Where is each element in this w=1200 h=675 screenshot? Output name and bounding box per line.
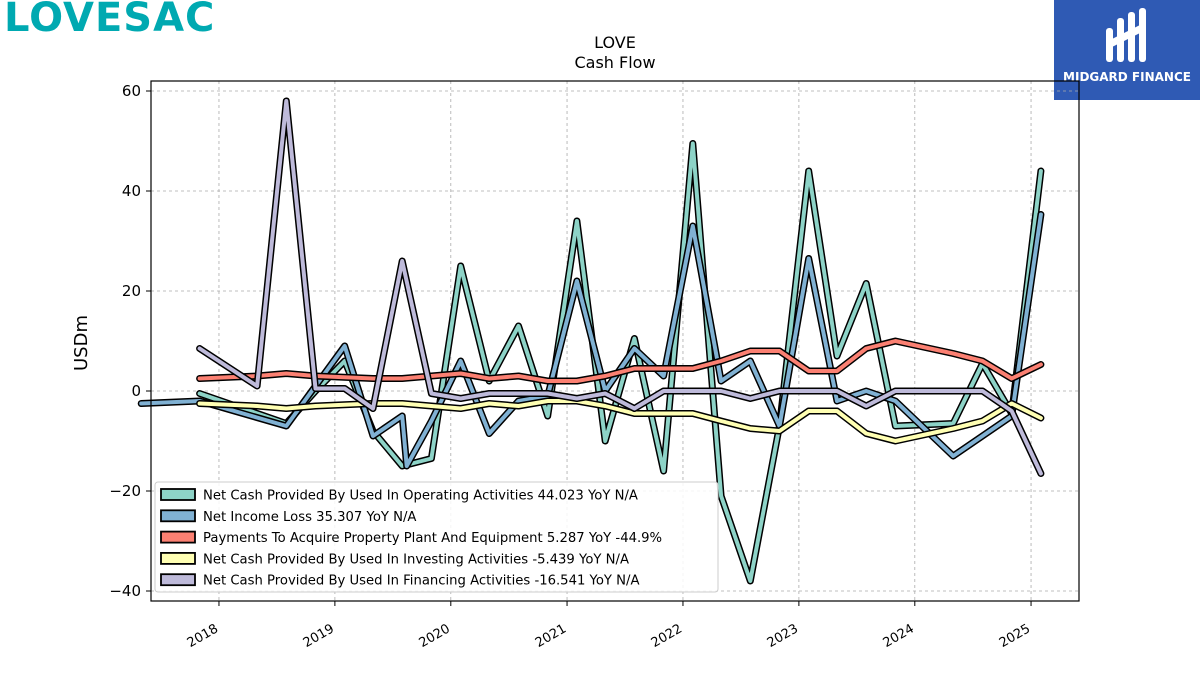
y-axis-label: USDm xyxy=(71,315,92,371)
x-tick-label: 2021 xyxy=(533,621,569,651)
y-tick-label: 20 xyxy=(122,282,141,300)
x-tick-label: 2019 xyxy=(301,621,337,651)
legend: Net Cash Provided By Used In Operating A… xyxy=(154,481,719,593)
y-tick-label: 60 xyxy=(122,82,141,100)
series-line-net-cash-provided-by-used-in-financing-activities xyxy=(197,99,1043,476)
series-lines xyxy=(137,97,1045,585)
chart-title: LOVE xyxy=(594,33,636,52)
x-tick-label: 2020 xyxy=(417,621,453,651)
series-line-net-cash-provided-by-used-in-operating-activities xyxy=(197,141,1043,583)
legend-box xyxy=(154,481,719,593)
legend-label: Net Income Loss 35.307 YoY N/A xyxy=(203,510,416,525)
y-tick-label: −40 xyxy=(109,582,141,600)
plot-frame xyxy=(150,80,1080,602)
legend-swatch xyxy=(160,530,196,544)
midgard-logo-mark xyxy=(1106,8,1146,62)
x-tick-label: 2024 xyxy=(881,621,917,651)
legend-label: Payments To Acquire Property Plant And E… xyxy=(203,531,662,546)
series-line-net-cash-provided-by-used-in-investing-activities xyxy=(197,399,1043,443)
y-tick-label: 0 xyxy=(131,382,141,400)
x-tick-label: 2022 xyxy=(649,621,685,651)
y-tick-label: −20 xyxy=(109,482,141,500)
x-tick-label: 2023 xyxy=(765,621,801,651)
legend-swatch xyxy=(160,488,196,501)
x-tick-label: 2025 xyxy=(997,621,1033,651)
legend-label: Net Cash Provided By Used In Investing A… xyxy=(203,552,629,567)
legend-label: Net Cash Provided By Used In Financing A… xyxy=(203,574,640,589)
chart-subtitle: Cash Flow xyxy=(574,53,655,72)
y-tick-label: 40 xyxy=(122,182,141,200)
series-line-payments-to-acquire-property-plant-and-equipment xyxy=(197,339,1043,383)
midgard-logo-text: MIDGARD FINANCE xyxy=(1063,70,1191,84)
legend-swatch xyxy=(160,573,196,587)
lovesac-logo: LOVESAC xyxy=(4,0,216,41)
legend-swatch xyxy=(160,552,196,565)
legend-swatch xyxy=(160,509,196,523)
x-tick-label: 2018 xyxy=(185,621,221,651)
legend-label: Net Cash Provided By Used In Operating A… xyxy=(203,489,638,504)
midgard-finance-logo: MIDGARD FINANCE xyxy=(1054,0,1200,100)
